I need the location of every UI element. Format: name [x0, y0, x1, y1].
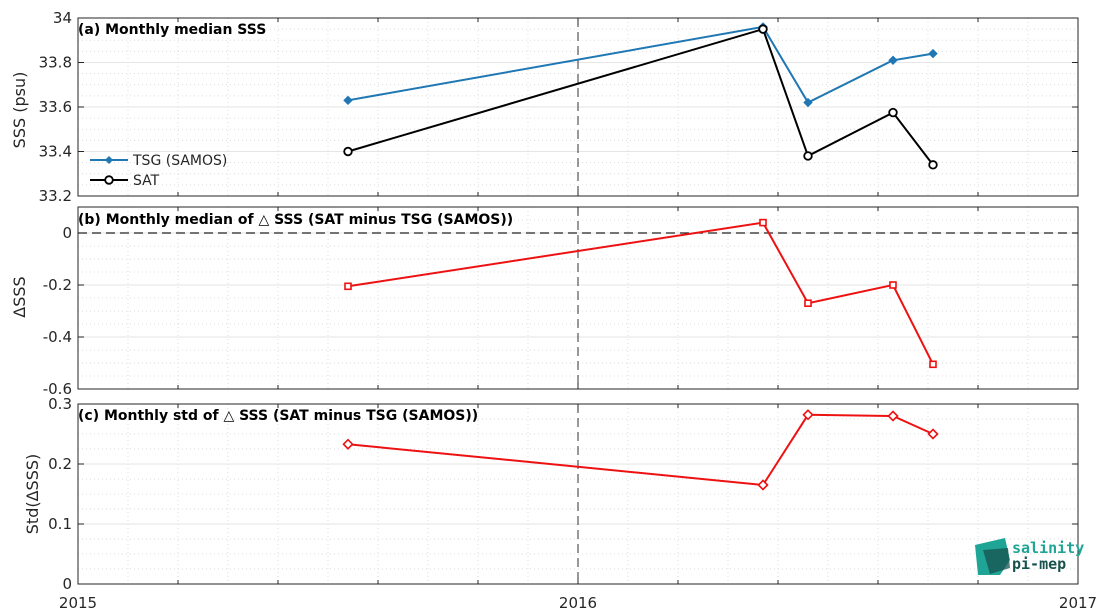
- y-tick-label: 0: [62, 224, 72, 242]
- data-point-diamond: [888, 55, 898, 65]
- y-tick-label: 33.6: [39, 98, 72, 116]
- x-axis-labels: 2015 2016 2017: [59, 594, 1097, 610]
- y-tick-label: -0.2: [43, 276, 72, 294]
- legend-tsg-marker: [105, 156, 113, 164]
- series-line-2-0: [347, 413, 934, 487]
- data-point-circle: [888, 107, 898, 118]
- panel-a-ylabel: SSS (psu): [10, 72, 29, 149]
- panel-2: 0 0.1 0.2 0.3: [48, 395, 1079, 593]
- data-point-diamond: [803, 97, 813, 108]
- y-tick-label: 33.4: [39, 143, 72, 161]
- data-point-diamond: [342, 438, 354, 450]
- data-point-square: [344, 282, 352, 291]
- logo-text-pi-mep: pi-mep: [1012, 555, 1066, 573]
- legend-tsg-label: TSG (SAMOS): [132, 153, 227, 169]
- y-tick-label: 33.8: [39, 54, 72, 72]
- data-point-diamond: [927, 428, 939, 440]
- data-point-circle: [803, 151, 813, 161]
- panel-b-title: (b) Monthly median of △ SSS (SAT minus T…: [78, 212, 513, 228]
- data-point-diamond: [928, 48, 938, 59]
- data-point-square: [804, 299, 812, 308]
- panel-1: -0.6 -0.4 -0.2 0: [43, 206, 1079, 398]
- y-tick-label: 33.2: [39, 187, 72, 205]
- logo-text-salinity: salinity: [1012, 539, 1084, 557]
- x-tick-label: 2015: [59, 594, 97, 610]
- x-tick-label: 2017: [1059, 594, 1097, 610]
- data-point-diamond: [757, 479, 769, 491]
- data-point-square: [889, 281, 897, 289]
- y-tick-label: 0.3: [48, 395, 72, 413]
- data-point-square: [759, 218, 767, 227]
- y-tick-label: -0.6: [43, 380, 72, 398]
- data-point-circle: [928, 160, 938, 170]
- data-point-diamond: [802, 409, 814, 421]
- x-tick-label: 2016: [559, 594, 597, 610]
- legend: TSG (SAMOS) SAT: [90, 153, 227, 189]
- data-point-diamond: [343, 95, 353, 106]
- data-point-diamond: [887, 410, 899, 422]
- y-tick-label: 0: [62, 575, 72, 593]
- logo-wave-shade: [983, 548, 1010, 574]
- y-tick-label: 34: [53, 9, 72, 27]
- data-point-circle: [343, 146, 353, 157]
- panel-c-ylabel: Std(ΔSSS): [23, 454, 42, 534]
- legend-sat-marker: [104, 175, 114, 185]
- y-tick-label: 0.1: [48, 515, 72, 533]
- legend-sat-label: SAT: [133, 173, 160, 189]
- panel-a-title: (a) Monthly median SSS: [78, 22, 266, 38]
- panel-b-ylabel: ΔSSS: [10, 276, 29, 317]
- y-tick-label: -0.4: [43, 328, 72, 346]
- y-tick-label: 0.2: [48, 455, 72, 473]
- panel-c-title: (c) Monthly std of △ SSS (SAT minus TSG …: [78, 408, 478, 424]
- salinity-pi-mep-logo: salinity pi-mep: [975, 538, 1084, 575]
- series-line-1-0: [347, 221, 934, 365]
- panel-0: 33.2 33.4 33.6 33.8 34: [39, 9, 1079, 205]
- data-point-square: [929, 360, 937, 369]
- data-point-circle: [758, 24, 768, 34]
